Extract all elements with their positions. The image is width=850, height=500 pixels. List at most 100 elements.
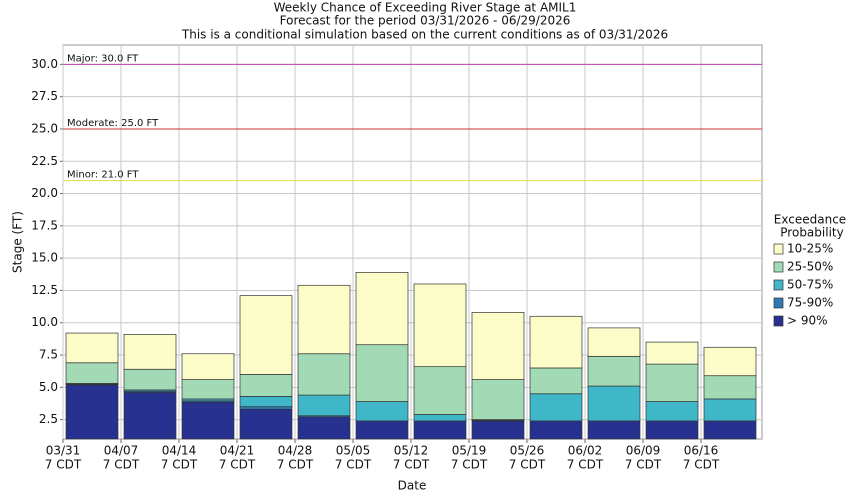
x-tick-label: 06/09 — [626, 444, 661, 458]
y-tick-label: 25.0 — [31, 121, 58, 135]
x-tick-sublabel: 7 CDT — [625, 458, 662, 472]
x-tick-label: 06/16 — [684, 444, 719, 458]
bar-segment — [529, 393, 583, 422]
x-tick-label: 06/02 — [568, 444, 603, 458]
bar-segment — [123, 392, 177, 440]
x-tick-label: 04/28 — [278, 444, 313, 458]
bar-segment — [123, 368, 177, 391]
threshold-label: Moderate: 25.0 FT — [67, 118, 159, 129]
x-tick-label: 05/19 — [452, 444, 487, 458]
bar-segment — [181, 379, 235, 400]
bar-segment — [529, 367, 583, 395]
bar-segment — [413, 414, 467, 422]
x-tick-sublabel: 7 CDT — [451, 458, 488, 472]
y-tick-label: 2.5 — [39, 412, 58, 426]
bar-segment — [65, 362, 119, 384]
bar-segment — [239, 374, 293, 397]
bar-segment — [239, 396, 293, 408]
bar-segment — [471, 379, 525, 420]
x-tick-sublabel: 7 CDT — [567, 458, 604, 472]
bar-segment — [703, 420, 757, 440]
legend-label: 50-75% — [787, 278, 833, 292]
bar-segment — [471, 420, 525, 440]
bar-segment — [355, 272, 409, 346]
chart-note: This is a conditional simulation based o… — [181, 28, 668, 42]
x-tick-sublabel: 7 CDT — [683, 458, 720, 472]
bar-segment — [413, 366, 467, 415]
bar-segment — [703, 398, 757, 422]
legend-label: 75-90% — [787, 296, 833, 310]
bar-segment — [587, 385, 641, 422]
legend-swatch — [773, 261, 784, 273]
bar-segment — [123, 334, 177, 370]
bar-segment — [471, 312, 525, 380]
y-tick-label: 12.5 — [31, 283, 58, 297]
legend-swatch — [773, 243, 784, 255]
bar-segment — [587, 355, 641, 387]
bar-segment — [297, 284, 351, 355]
x-tick-sublabel: 7 CDT — [277, 458, 314, 472]
x-tick-sublabel: 7 CDT — [161, 458, 198, 472]
y-axis-label: Stage (FT) — [11, 211, 25, 273]
chart-subtitle: Forecast for the period 03/31/2026 - 06/… — [280, 14, 571, 28]
x-axis-label: Date — [398, 479, 427, 493]
bar-segment — [413, 420, 467, 440]
bar-segment — [65, 332, 119, 364]
y-tick-label: 17.5 — [31, 218, 58, 232]
legend-swatch — [773, 297, 784, 309]
bar-segment — [587, 327, 641, 357]
bar-segment — [355, 420, 409, 440]
bar-segment — [355, 344, 409, 402]
x-tick-sublabel: 7 CDT — [45, 458, 82, 472]
legend-title: Exceedance — [774, 213, 846, 227]
bar-segment — [297, 416, 351, 440]
x-tick-label: 04/14 — [162, 444, 197, 458]
threshold-label: Minor: 21.0 FT — [67, 170, 139, 181]
y-tick-label: 15.0 — [31, 251, 58, 265]
legend-swatch — [773, 315, 784, 327]
bar-segment — [181, 353, 235, 380]
x-tick-label: 03/31 — [46, 444, 81, 458]
x-tick-label: 05/26 — [510, 444, 545, 458]
y-tick-label: 10.0 — [31, 315, 58, 329]
x-tick-label: 05/05 — [336, 444, 371, 458]
bar-segment — [529, 420, 583, 440]
bar-segment — [297, 353, 351, 396]
legend-label: 25-50% — [787, 260, 833, 274]
y-tick-label: 22.5 — [31, 154, 58, 168]
legend-swatch — [773, 279, 784, 291]
y-tick-label: 20.0 — [31, 186, 58, 200]
bar-segment — [703, 346, 757, 377]
x-tick-label: 04/07 — [104, 444, 139, 458]
y-tick-label: 27.5 — [31, 89, 58, 103]
y-tick-label: 5.0 — [39, 380, 58, 394]
x-tick-sublabel: 7 CDT — [393, 458, 430, 472]
y-tick-label: 30.0 — [31, 57, 58, 71]
bar-segment — [65, 384, 119, 440]
bar-segment — [587, 420, 641, 440]
x-tick-sublabel: 7 CDT — [219, 458, 256, 472]
bar-segment — [645, 401, 699, 422]
x-tick-label: 05/12 — [394, 444, 429, 458]
x-tick-sublabel: 7 CDT — [335, 458, 372, 472]
x-tick-label: 04/21 — [220, 444, 255, 458]
chart-title: Weekly Chance of Exceeding River Stage a… — [274, 1, 577, 15]
bar-segment — [645, 363, 699, 402]
x-tick-sublabel: 7 CDT — [509, 458, 546, 472]
bar-segment — [181, 401, 235, 440]
bar-segment — [703, 375, 757, 400]
bar-segment — [239, 295, 293, 375]
y-tick-label: 7.5 — [39, 348, 58, 362]
legend-label: 10-25% — [787, 242, 833, 256]
legend-title: Probability — [780, 226, 843, 240]
bar-segment — [529, 315, 583, 369]
bar-segment — [239, 408, 293, 440]
threshold-label: Major: 30.0 FT — [67, 53, 139, 64]
legend-label: > 90% — [787, 314, 828, 328]
bar-segment — [413, 283, 467, 368]
bar-segment — [297, 394, 351, 417]
bar-segment — [239, 406, 293, 410]
x-tick-sublabel: 7 CDT — [103, 458, 140, 472]
bar-segment — [645, 341, 699, 365]
